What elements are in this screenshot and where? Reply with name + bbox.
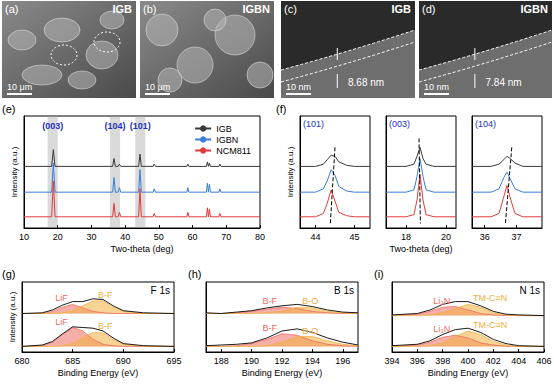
svg-text:LiF: LiF [55,317,68,327]
svg-text:8.68 nm: 8.68 nm [348,77,384,88]
svg-text:B-F: B-F [263,296,278,306]
svg-text:TM-C≡N: TM-C≡N [473,320,507,330]
svg-text:(101): (101) [130,121,151,131]
svg-text:B 1s: B 1s [334,285,354,296]
svg-text:70: 70 [221,232,231,242]
svg-text:(h): (h) [188,268,201,280]
svg-text:(i): (i) [374,268,384,280]
svg-text:B-F: B-F [98,321,113,331]
svg-text:18: 18 [401,232,411,242]
svg-text:B-F: B-F [98,290,113,300]
svg-text:194: 194 [305,356,320,366]
svg-text:10 μm: 10 μm [7,82,32,92]
svg-text:10 μm: 10 μm [145,82,170,92]
svg-text:20: 20 [441,232,451,242]
svg-text:Two-theta (deg): Two-theta (deg) [110,244,173,254]
svg-text:10 nm: 10 nm [424,82,449,92]
svg-text:7.84 nm: 7.84 nm [486,77,522,88]
svg-text:Intensity (a.u.): Intensity (a.u.) [286,146,295,197]
svg-text:36: 36 [480,232,490,242]
svg-text:(e): (e) [2,103,15,115]
svg-text:B-F: B-F [263,323,278,333]
svg-text:Li₃N: Li₃N [433,296,450,306]
svg-text:IGBN: IGBN [216,135,238,145]
svg-text:(d): (d) [422,3,435,15]
svg-text:IGBN: IGBN [521,3,549,15]
svg-text:(c): (c) [284,3,297,15]
svg-text:N 1s: N 1s [519,285,540,296]
svg-text:685: 685 [65,356,80,366]
svg-text:690: 690 [116,356,131,366]
svg-text:396: 396 [410,356,425,366]
svg-text:188: 188 [214,356,229,366]
svg-text:(101): (101) [303,119,324,129]
svg-text:44: 44 [311,232,321,242]
svg-text:B-O: B-O [302,326,318,336]
svg-text:Binding Energy (eV): Binding Energy (eV) [242,368,323,378]
svg-text:IGB: IGB [112,3,132,15]
svg-text:(b): (b) [143,3,156,15]
svg-text:(003): (003) [42,121,63,131]
svg-text:IGB: IGB [216,124,232,134]
svg-text:10: 10 [19,232,29,242]
svg-text:Intensity (a.u.): Intensity (a.u.) [8,291,17,342]
svg-text:Intensity (a.u.): Intensity (a.u.) [10,146,19,197]
svg-text:37: 37 [512,232,522,242]
svg-text:(104): (104) [105,121,126,131]
svg-text:40: 40 [120,232,130,242]
svg-text:402: 402 [486,356,501,366]
svg-text:680: 680 [14,356,29,366]
svg-text:F 1s: F 1s [151,285,170,296]
svg-text:Two-theta (deg): Two-theta (deg) [389,244,452,254]
svg-text:(g): (g) [2,268,15,280]
svg-text:Li₃N: Li₃N [433,324,450,334]
svg-text:TM-C≡N: TM-C≡N [473,293,507,303]
svg-text:400: 400 [460,356,475,366]
svg-text:B-O: B-O [302,296,318,306]
svg-text:394: 394 [384,356,399,366]
svg-text:398: 398 [435,356,450,366]
svg-text:30: 30 [86,232,96,242]
svg-text:IGBN: IGBN [243,3,271,15]
svg-text:Binding Energy (eV): Binding Energy (eV) [58,368,139,378]
svg-text:80: 80 [255,232,265,242]
svg-text:20: 20 [53,232,63,242]
svg-text:190: 190 [244,356,259,366]
svg-text:LiF: LiF [55,293,68,303]
svg-text:45: 45 [349,232,359,242]
svg-text:50: 50 [154,232,164,242]
svg-text:(a): (a) [5,3,18,15]
svg-text:404: 404 [511,356,526,366]
svg-text:60: 60 [188,232,198,242]
svg-text:IGB: IGB [391,3,411,15]
svg-text:10 nm: 10 nm [286,82,311,92]
svg-text:192: 192 [274,356,289,366]
svg-text:(003): (003) [389,119,410,129]
svg-text:406: 406 [536,356,551,366]
svg-text:(104): (104) [475,119,496,129]
svg-text:Binding Energy (eV): Binding Energy (eV) [428,368,509,378]
svg-text:NCM811: NCM811 [216,146,251,156]
svg-text:(f): (f) [276,103,286,115]
svg-text:695: 695 [166,356,181,366]
svg-text:196: 196 [335,356,350,366]
